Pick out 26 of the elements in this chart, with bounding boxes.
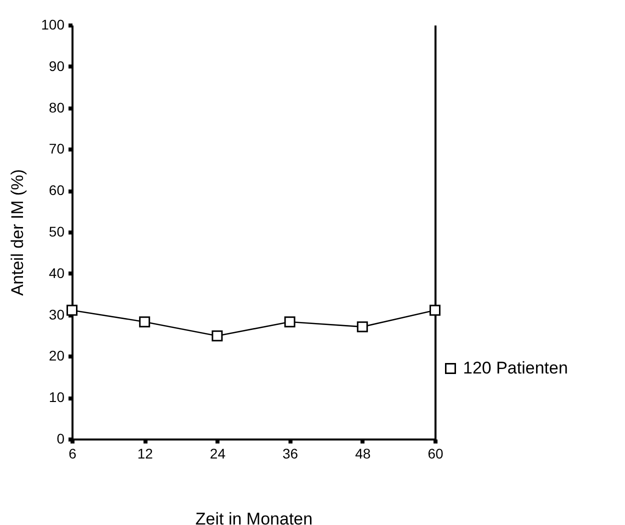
y-tick-label: 10 <box>48 389 65 406</box>
point <box>430 304 440 316</box>
y-tick-label: 60 <box>48 182 65 198</box>
x-tick-label: 24 <box>210 446 226 462</box>
x-tick-label: 12 <box>137 446 154 462</box>
y-tick-label: 70 <box>48 140 65 157</box>
y-tick-label: 30 <box>48 306 65 322</box>
x-tick-label: 48 <box>355 446 371 462</box>
y-tick-label: 80 <box>48 99 65 116</box>
x-tick-label: 6 <box>68 446 77 462</box>
point <box>284 316 296 328</box>
x-axis-title: Zeit in Monaten <box>195 510 313 525</box>
point <box>356 321 368 332</box>
y-tick-label: 40 <box>48 264 65 281</box>
x-tick-label: 36 <box>282 446 298 462</box>
y-tick-label: 20 <box>48 348 65 364</box>
point <box>139 316 150 328</box>
legend-label: 120 Patienten <box>463 358 568 378</box>
point <box>212 330 223 342</box>
point <box>66 304 78 316</box>
y-axis-title: Anteil der IM (%) <box>8 169 28 296</box>
y-tick-label: 0 <box>56 430 65 446</box>
y-tick-label: 100 <box>41 16 65 32</box>
x-tick-label: 60 <box>428 446 444 462</box>
y-tick-label: 90 <box>48 58 65 74</box>
y-tick-label: 50 <box>48 224 65 240</box>
